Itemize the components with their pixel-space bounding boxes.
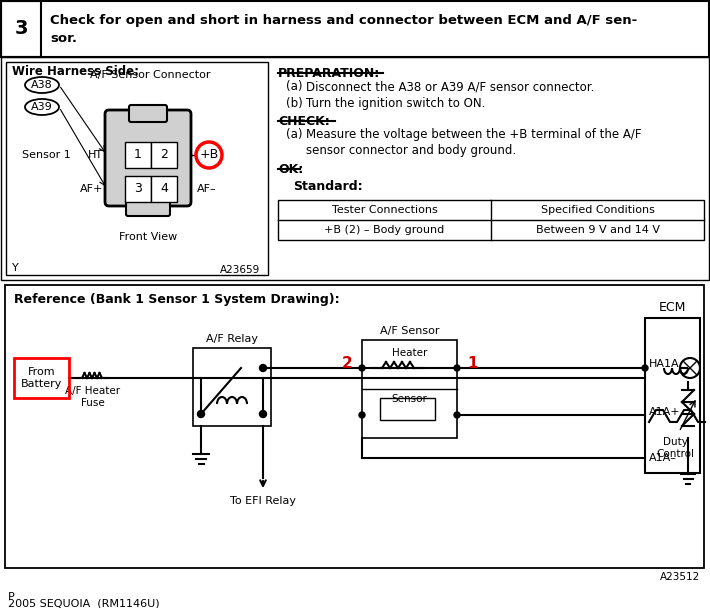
Text: +B (2) – Body ground: +B (2) – Body ground <box>324 225 444 235</box>
Text: sor.: sor. <box>50 32 77 45</box>
FancyBboxPatch shape <box>105 110 191 206</box>
Bar <box>278 200 704 240</box>
Text: A38: A38 <box>31 80 53 90</box>
FancyBboxPatch shape <box>126 199 170 216</box>
Circle shape <box>359 412 365 418</box>
Text: A/F Relay: A/F Relay <box>206 334 258 344</box>
Text: Front View: Front View <box>119 232 177 242</box>
Text: Sensor: Sensor <box>391 394 427 404</box>
Circle shape <box>642 365 648 371</box>
Text: P: P <box>8 592 15 602</box>
Bar <box>380 398 435 420</box>
Bar <box>1 1 709 57</box>
Text: Reference (Bank 1 Sensor 1 System Drawing):: Reference (Bank 1 Sensor 1 System Drawin… <box>14 293 339 306</box>
Bar <box>151 142 177 168</box>
Text: (a): (a) <box>286 80 302 93</box>
Bar <box>14 358 69 398</box>
Text: A/F Sensor: A/F Sensor <box>380 326 439 336</box>
Text: Check for open and short in harness and connector between ECM and A/F sen-: Check for open and short in harness and … <box>50 14 638 27</box>
Bar <box>125 142 151 168</box>
Text: Wire Harness Side:: Wire Harness Side: <box>12 65 139 78</box>
Text: A23512: A23512 <box>660 572 700 582</box>
Text: AF–: AF– <box>197 184 217 194</box>
Text: Y: Y <box>12 263 18 273</box>
Text: Tester Connections: Tester Connections <box>332 205 437 215</box>
Text: Heater: Heater <box>392 348 427 358</box>
Circle shape <box>359 365 365 371</box>
Circle shape <box>259 410 266 418</box>
Text: Disconnect the A38 or A39 A/F sensor connector.: Disconnect the A38 or A39 A/F sensor con… <box>306 80 594 93</box>
Text: 4: 4 <box>160 182 168 196</box>
Text: Specified Conditions: Specified Conditions <box>540 205 655 215</box>
Text: A/F Sensor Connector: A/F Sensor Connector <box>89 70 210 80</box>
Bar <box>5 285 704 568</box>
Circle shape <box>454 365 460 371</box>
Bar <box>362 340 457 438</box>
Bar <box>1 57 709 280</box>
Bar <box>193 348 271 426</box>
Text: (a): (a) <box>286 128 302 141</box>
Text: (b): (b) <box>286 97 302 110</box>
Bar <box>125 176 151 202</box>
Text: Turn the ignition switch to ON.: Turn the ignition switch to ON. <box>306 97 486 110</box>
Text: A/F Heater
Fuse: A/F Heater Fuse <box>65 386 121 407</box>
Text: Between 9 V and 14 V: Between 9 V and 14 V <box>535 225 660 235</box>
Circle shape <box>454 412 460 418</box>
Text: CHECK:: CHECK: <box>278 115 329 128</box>
Text: HT: HT <box>88 150 103 160</box>
Text: ECM: ECM <box>659 301 686 314</box>
Bar <box>6 62 268 275</box>
Text: A1A+: A1A+ <box>649 407 681 417</box>
Text: 2005 SEQUOIA  (RM1146U): 2005 SEQUOIA (RM1146U) <box>8 599 160 608</box>
Text: +B: +B <box>200 148 219 162</box>
Text: A1A–: A1A– <box>649 453 677 463</box>
Bar <box>151 176 177 202</box>
Text: Duty
Control: Duty Control <box>657 437 694 458</box>
Text: From
Battery: From Battery <box>21 367 62 389</box>
Text: Sensor 1: Sensor 1 <box>22 150 71 160</box>
FancyBboxPatch shape <box>129 105 167 122</box>
Text: A23659: A23659 <box>220 265 260 275</box>
Text: Standard:: Standard: <box>293 180 363 193</box>
Bar <box>645 318 700 473</box>
Text: 1: 1 <box>134 148 142 162</box>
Circle shape <box>259 365 266 371</box>
Text: PREPARATION:: PREPARATION: <box>278 67 381 80</box>
Text: OK:: OK: <box>278 163 303 176</box>
Text: 1: 1 <box>467 356 478 371</box>
Circle shape <box>197 410 204 418</box>
Text: Measure the voltage between the +B terminal of the A/F: Measure the voltage between the +B termi… <box>306 128 642 141</box>
Bar <box>1 1 41 57</box>
Text: To EFI Relay: To EFI Relay <box>230 496 296 506</box>
Text: AF+: AF+ <box>80 184 103 194</box>
Text: 3: 3 <box>14 19 28 38</box>
Text: sensor connector and body ground.: sensor connector and body ground. <box>306 144 516 157</box>
Text: 2: 2 <box>160 148 168 162</box>
Text: A39: A39 <box>31 102 53 112</box>
Text: HA1A: HA1A <box>649 359 679 369</box>
Text: 2: 2 <box>342 356 353 371</box>
Text: 3: 3 <box>134 182 142 196</box>
